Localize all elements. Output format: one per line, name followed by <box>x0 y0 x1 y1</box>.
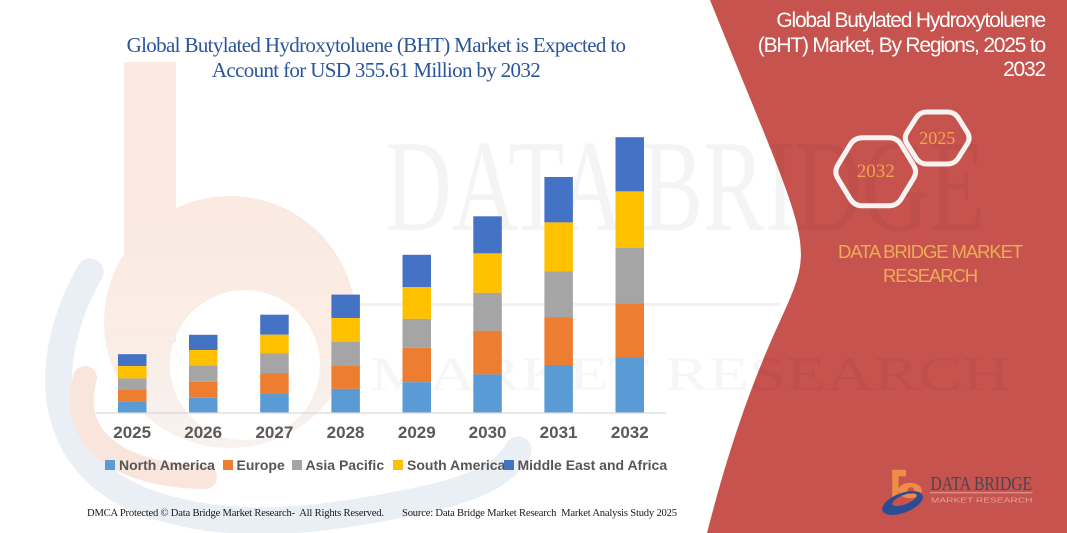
svg-text:DATA BRIDGE: DATA BRIDGE <box>931 474 1033 495</box>
svg-text:MARKET RESEARCH: MARKET RESEARCH <box>931 495 1033 504</box>
